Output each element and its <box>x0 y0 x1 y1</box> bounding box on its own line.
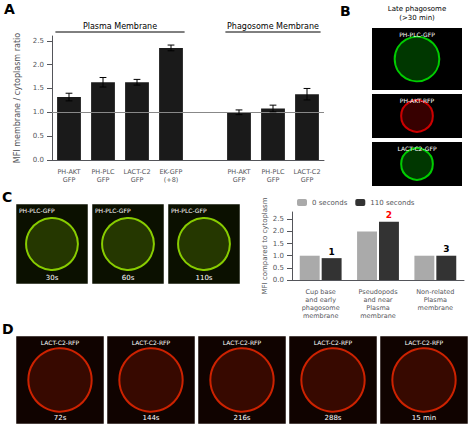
svg-text:110s: 110s <box>195 274 212 282</box>
svg-text:2.5: 2.5 <box>33 37 44 45</box>
svg-text:1.5: 1.5 <box>33 84 44 92</box>
svg-text:C: C <box>2 189 12 205</box>
svg-text:3: 3 <box>443 244 449 254</box>
svg-text:GFP: GFP <box>63 176 76 184</box>
svg-text:Phagosome Membrane: Phagosome Membrane <box>227 22 319 31</box>
svg-text:LACT-C2: LACT-C2 <box>293 168 320 176</box>
svg-text:LACT-C2-RFP: LACT-C2-RFP <box>314 339 353 346</box>
svg-text:1.0: 1.0 <box>33 108 44 116</box>
svg-text:A: A <box>4 1 15 17</box>
svg-text:Cup base: Cup base <box>305 288 335 296</box>
svg-text:0.5: 0.5 <box>33 132 44 140</box>
svg-text:GFP: GFP <box>233 176 246 184</box>
svg-text:144s: 144s <box>142 414 159 422</box>
svg-text:membrane: membrane <box>360 312 396 320</box>
svg-text:(>30 min): (>30 min) <box>399 14 435 22</box>
svg-text:LACT-C2-GFP: LACT-C2-GFP <box>397 145 436 152</box>
svg-text:D: D <box>2 321 14 337</box>
svg-text:GFP: GFP <box>97 176 110 184</box>
svg-text:Late phagosome: Late phagosome <box>388 5 446 13</box>
svg-text:PH-PLC-GFP: PH-PLC-GFP <box>171 207 207 214</box>
svg-text:LACT-C2-RFP: LACT-C2-RFP <box>41 339 80 346</box>
svg-text:2.0: 2.0 <box>33 61 44 69</box>
svg-text:GFP: GFP <box>301 176 314 184</box>
svg-text:30s: 30s <box>46 274 59 282</box>
svg-text:membrane: membrane <box>303 312 339 320</box>
svg-text:PH-PLC: PH-PLC <box>91 168 115 176</box>
svg-text:Plasma: Plasma <box>366 304 389 312</box>
svg-text:1.0: 1.0 <box>273 252 284 260</box>
svg-text:15 min: 15 min <box>412 414 436 422</box>
svg-text:216s: 216s <box>233 414 250 422</box>
svg-text:2.5: 2.5 <box>273 215 284 223</box>
svg-text:GFP: GFP <box>131 176 144 184</box>
svg-text:LACT-C2-RFP: LACT-C2-RFP <box>405 339 444 346</box>
svg-text:PH-AKT: PH-AKT <box>57 168 80 176</box>
svg-text:110 seconds: 110 seconds <box>370 199 415 207</box>
svg-text:0.0: 0.0 <box>33 156 44 164</box>
svg-text:288s: 288s <box>324 414 341 422</box>
svg-text:PH-PLC-GFP: PH-PLC-GFP <box>399 31 435 38</box>
svg-text:Plasma: Plasma <box>424 296 447 304</box>
svg-text:PH-PLC-GFP: PH-PLC-GFP <box>19 207 55 214</box>
svg-text:72s: 72s <box>54 414 67 422</box>
svg-text:and early: and early <box>305 296 336 304</box>
svg-text:2.0: 2.0 <box>273 227 284 235</box>
svg-text:1.5: 1.5 <box>273 240 284 248</box>
svg-text:(+8): (+8) <box>164 176 179 184</box>
svg-text:Pseudopods: Pseudopods <box>358 288 398 296</box>
svg-text:PH-AKT: PH-AKT <box>227 168 250 176</box>
svg-text:PH-PLC-GFP: PH-PLC-GFP <box>95 207 131 214</box>
svg-text:Plasma Membrane: Plasma Membrane <box>83 22 157 31</box>
svg-text:PH-AKT-RFP: PH-AKT-RFP <box>400 97 435 104</box>
svg-text:LACT-C2-RFP: LACT-C2-RFP <box>132 339 171 346</box>
svg-text:0.5: 0.5 <box>273 264 284 272</box>
svg-text:MFI compared to cytoplasm: MFI compared to cytoplasm <box>261 197 269 294</box>
svg-text:PH-PLC: PH-PLC <box>261 168 285 176</box>
svg-text:membrane: membrane <box>418 304 454 312</box>
svg-text:LACT-C2-RFP: LACT-C2-RFP <box>223 339 262 346</box>
svg-text:0 seconds: 0 seconds <box>312 199 348 207</box>
svg-text:EK-GFP: EK-GFP <box>160 168 183 176</box>
svg-text:LACT-C2: LACT-C2 <box>123 168 150 176</box>
svg-text:2: 2 <box>386 210 392 220</box>
svg-text:MFI membrane / cytoplasm ratio: MFI membrane / cytoplasm ratio <box>13 33 22 163</box>
svg-text:Non-related: Non-related <box>416 288 454 296</box>
svg-text:GFP: GFP <box>267 176 280 184</box>
svg-text:1: 1 <box>328 247 334 257</box>
svg-text:0.0: 0.0 <box>273 276 284 284</box>
svg-text:phagosome: phagosome <box>302 304 340 312</box>
svg-text:60s: 60s <box>122 274 135 282</box>
svg-text:and near: and near <box>363 296 392 304</box>
svg-text:B: B <box>340 3 351 19</box>
